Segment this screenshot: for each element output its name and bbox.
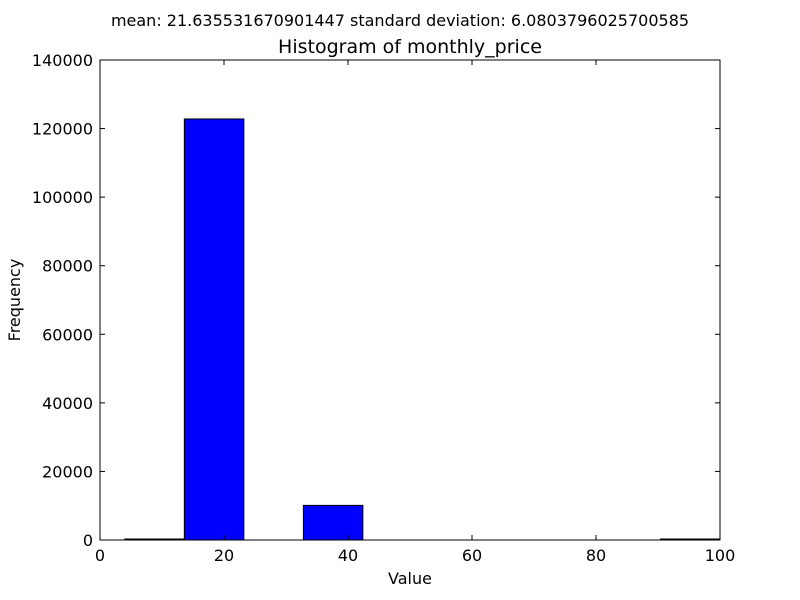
y-tick-label-0: 0	[83, 531, 93, 550]
histogram-bar-1	[183, 118, 245, 541]
chart-title: Histogram of monthly_price	[278, 36, 542, 58]
y-tick-label-4: 80000	[42, 257, 93, 276]
y-axis-label: Frequency	[5, 259, 24, 342]
y-tick-label-1: 20000	[42, 462, 93, 481]
histogram-bar-3	[302, 504, 364, 541]
chart-suptitle: mean: 21.635531670901447 standard deviat…	[111, 11, 689, 30]
y-tick-label-6: 120000	[32, 120, 93, 139]
y-tick-label-3: 60000	[42, 325, 93, 344]
y-tick-label-2: 40000	[42, 394, 93, 413]
x-tick-label-1: 20	[214, 546, 234, 565]
y-tick-label-7: 140000	[32, 51, 93, 70]
x-tick-label-0: 0	[95, 546, 105, 565]
plot-frame	[99, 59, 721, 541]
x-tick-label-5: 100	[705, 546, 736, 565]
plot-area: 0 20 40 60 80 100 0 20000 40000 60000 80000 100000 1…	[32, 51, 735, 565]
x-tick-label-3: 60	[462, 546, 482, 565]
x-tick-label-2: 40	[338, 546, 358, 565]
x-tick-label-4: 80	[586, 546, 606, 565]
x-axis-label: Value	[388, 569, 432, 588]
y-tick-label-5: 100000	[32, 188, 93, 207]
